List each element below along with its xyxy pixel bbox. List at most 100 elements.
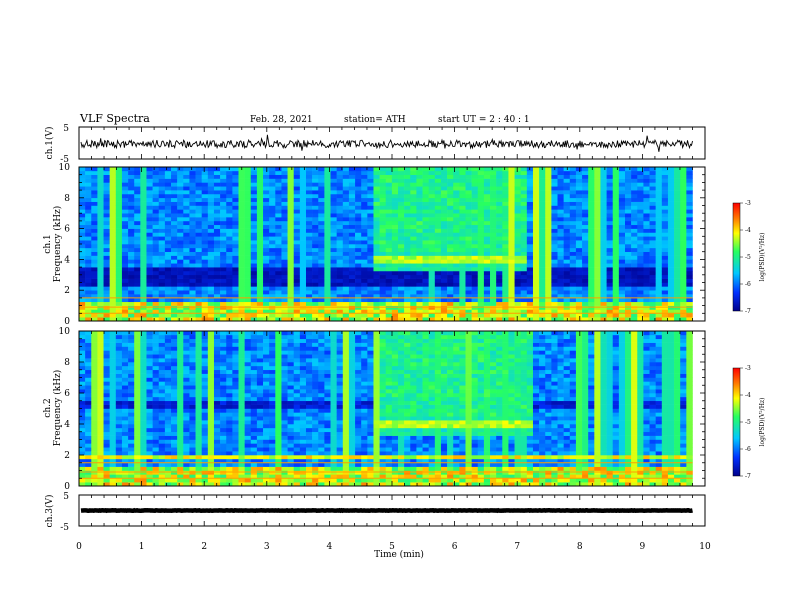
spectrogram-cell xyxy=(483,251,491,256)
spectrogram-cell xyxy=(226,240,233,245)
spectrogram-cell xyxy=(649,317,656,322)
spectrogram-cell xyxy=(625,274,632,279)
spectrogram-cell xyxy=(514,255,521,260)
spectrogram-cell xyxy=(355,297,362,303)
spectrogram-cell xyxy=(502,209,509,214)
spectrogram-cell xyxy=(250,236,258,241)
spectrogram-cell xyxy=(471,247,479,252)
spectrogram-cell xyxy=(79,346,86,351)
spectrogram-cell xyxy=(238,228,245,233)
spectrogram-cell xyxy=(263,193,270,199)
spectrogram-cell xyxy=(385,190,393,195)
spectrogram-cell xyxy=(379,228,387,233)
spectrogram-cell xyxy=(109,286,117,291)
spectrogram-cell xyxy=(342,263,350,268)
spectrogram-cell xyxy=(305,317,313,322)
spectrogram-cell xyxy=(545,282,552,287)
spectrogram-cell xyxy=(465,278,472,283)
spectrogram-cell xyxy=(667,197,675,202)
figure-title: VLF Spectra xyxy=(79,112,150,125)
spectrogram-cell xyxy=(379,297,387,303)
spectrogram-cell xyxy=(588,290,595,295)
spectrogram-cell xyxy=(649,290,656,295)
spectrogram-cell xyxy=(428,282,436,287)
spectrogram-cell xyxy=(85,435,92,440)
spectrogram-cell xyxy=(128,342,135,347)
spectrogram-cell xyxy=(152,373,160,378)
spectrogram-cell xyxy=(201,313,209,318)
spectrogram-cell xyxy=(514,167,521,172)
spectrogram-cell xyxy=(177,431,184,436)
spectrogram-cell xyxy=(434,286,442,291)
spectrogram-cell xyxy=(502,178,509,183)
spectrogram-cell xyxy=(471,178,479,183)
spectrogram-cell xyxy=(177,182,184,187)
spectrogram-cell xyxy=(213,301,221,306)
spectrogram-cell xyxy=(121,412,129,417)
spectrogram-cell xyxy=(238,270,245,276)
spectrogram-cell xyxy=(588,313,595,318)
spectrogram-cell xyxy=(361,236,368,241)
y-tick-label: 4 xyxy=(64,255,70,265)
spectrogram-cell xyxy=(207,274,215,279)
spectrogram-cell xyxy=(569,255,577,260)
spectrogram-cell xyxy=(404,274,411,279)
spectrogram-cell xyxy=(183,393,190,398)
spectrogram-cell xyxy=(164,369,172,374)
spectrogram-cell xyxy=(244,259,252,264)
spectrogram-cell xyxy=(256,209,264,214)
spectrogram-cell xyxy=(109,174,117,179)
spectrogram-cell xyxy=(348,255,356,260)
spectrogram-cell xyxy=(85,297,92,303)
spectrogram-cell xyxy=(305,220,313,226)
spectrogram-cell xyxy=(91,443,98,448)
spectrogram-cell xyxy=(324,197,331,202)
spectrogram-cell xyxy=(680,317,687,322)
spectrogram-cell xyxy=(440,167,448,172)
spectrogram-cell xyxy=(275,305,282,310)
spectrogram-cell xyxy=(244,167,252,172)
spectrogram-cell xyxy=(680,274,687,279)
spectrogram-cell xyxy=(171,408,178,413)
spectrogram-cell xyxy=(121,466,129,471)
spectrogram-cell xyxy=(569,305,577,310)
spectrogram-cell xyxy=(477,270,485,276)
spectrogram-cell xyxy=(140,435,147,440)
spectrogram-cell xyxy=(140,420,147,425)
y-tick-label: 6 xyxy=(64,225,70,235)
spectrogram-cell xyxy=(348,247,356,252)
spectrogram-cell xyxy=(680,270,687,276)
spectrogram-cell xyxy=(502,290,509,295)
spectrogram-cell xyxy=(281,232,288,237)
spectrogram-cell xyxy=(177,305,184,310)
spectrogram-cell xyxy=(416,201,423,206)
spectrogram-cell xyxy=(103,393,110,398)
spectrogram-cell xyxy=(618,286,626,291)
spectrogram-cell xyxy=(355,290,362,295)
spectrogram-cell xyxy=(618,182,626,187)
spectrogram-cell xyxy=(232,217,239,222)
spectrogram-cell xyxy=(625,217,632,222)
spectrogram-cell xyxy=(361,251,368,256)
spectrogram-cell xyxy=(164,350,172,355)
spectrogram-cell xyxy=(152,278,160,283)
spectrogram-cell xyxy=(85,478,92,483)
spectrogram-cell xyxy=(661,259,669,264)
spectrogram-cell xyxy=(97,474,104,479)
spectrogram-cell xyxy=(146,346,153,351)
spectrogram-cell xyxy=(177,193,184,199)
spectrogram-cell xyxy=(183,305,190,310)
spectrogram-cell xyxy=(207,174,215,179)
spectrogram-cell xyxy=(146,267,153,272)
spectrogram-cell xyxy=(440,236,448,241)
spectrogram-cell xyxy=(140,259,147,264)
spectrogram-cell xyxy=(557,213,564,218)
spectrogram-cell xyxy=(490,217,497,222)
spectrogram-cell xyxy=(539,251,546,256)
spectrogram-cell xyxy=(667,274,675,279)
spectrogram-cell xyxy=(490,255,497,260)
spectrogram-cell xyxy=(318,313,325,318)
spectrogram-cell xyxy=(514,220,521,226)
spectrogram-cell xyxy=(146,228,153,233)
spectrogram-cell xyxy=(201,259,209,264)
